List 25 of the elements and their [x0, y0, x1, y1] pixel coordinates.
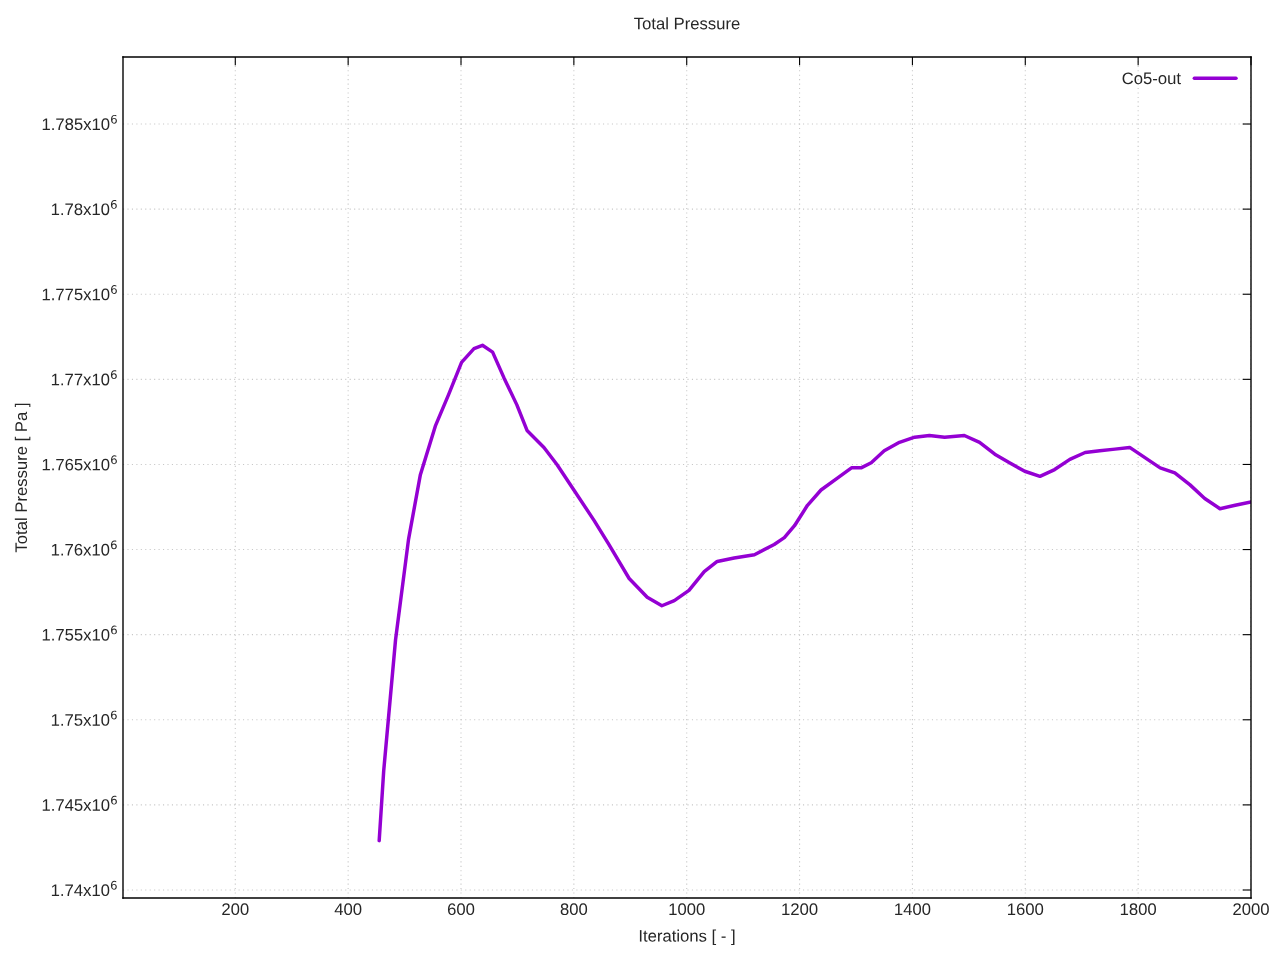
- y-tick-label: 1.745x10$^{6}$: [42, 795, 117, 811]
- x-tick-label: 2000: [1233, 903, 1269, 916]
- x-tick-label: 200: [222, 903, 249, 916]
- y-tick-label: 1.78x10$^{6}$: [51, 200, 117, 216]
- line-series: [377, 343, 1251, 843]
- y-tick-label: 1.74x10$^{6}$: [51, 880, 117, 897]
- x-tick-label: 800: [560, 903, 588, 916]
- y-tick-label: 1.77x10$^{6}$: [51, 370, 117, 386]
- y-tick-label: 1.75x10$^{6}$: [51, 710, 117, 726]
- x-tick-label: 400: [334, 903, 362, 916]
- y-tick-label: 1.76x10$^{6}$: [51, 540, 117, 556]
- y-tick-label: 1.765x10$^{6}$: [42, 455, 117, 471]
- x-tick-label: 600: [447, 903, 475, 916]
- y-axis-title: Total Pressure [ Pa ]: [14, 403, 31, 553]
- x-tick-label: 1800: [1120, 903, 1157, 916]
- x-axis-title: Iterations [ - ]: [639, 929, 735, 946]
- y-tick-label: 1.775x10$^{6}$: [42, 285, 117, 301]
- legend-label: Co5-out: [1122, 72, 1181, 85]
- y-tick-label: 1.755x10$^{6}$: [42, 625, 117, 641]
- chart-title: Total Pressure: [634, 17, 740, 30]
- x-tick-label: 1600: [1008, 903, 1044, 916]
- x-tick-label: 1200: [782, 903, 818, 916]
- x-tick-label: 1000: [669, 903, 705, 916]
- x-tick-label: 1400: [895, 903, 931, 916]
- y-tick-label: 1.785x10$^{6}$: [42, 114, 117, 131]
